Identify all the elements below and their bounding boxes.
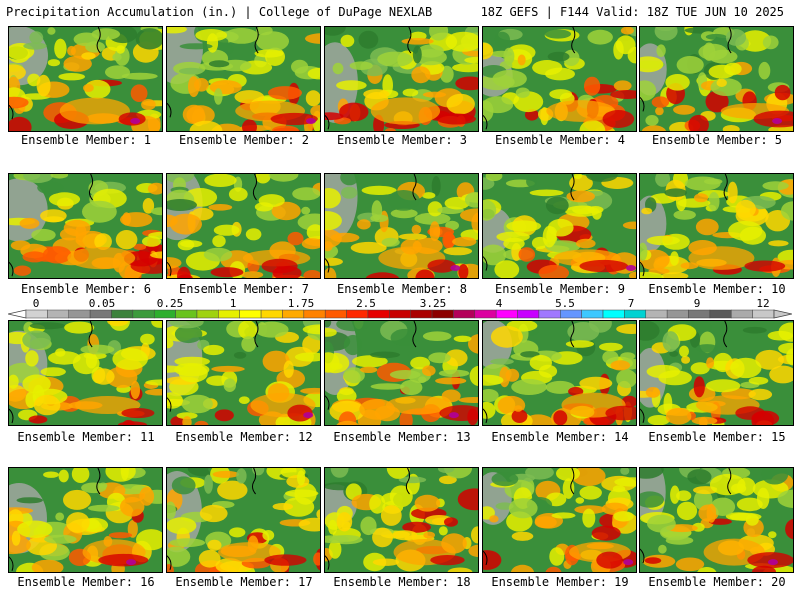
member-label: Ensemble Member: 4 [494,133,626,147]
member-label: Ensemble Member: 8 [336,282,468,296]
member-label: Ensemble Member: 12 [175,430,313,444]
member-label: Ensemble Member: 14 [491,430,629,444]
member-map-panel [482,320,637,426]
map-title: Precipitation Accumulation (in.) | Colle… [6,5,433,19]
member-label: Ensemble Member: 5 [651,133,783,147]
member-label: Ensemble Member: 15 [648,430,786,444]
colorbar-tick-label: 0 [32,297,40,310]
member-map-panel [482,173,637,279]
colorbar [8,309,792,319]
member-map-panel [639,467,794,573]
member-map-panel [8,467,163,573]
member-label: Ensemble Member: 18 [333,575,471,589]
member-label: Ensemble Member: 2 [178,133,310,147]
member-label: Ensemble Member: 20 [648,575,786,589]
member-label: Ensemble Member: 9 [494,282,626,296]
member-map-panel [166,26,321,132]
colorbar-tick-label: 7 [627,297,635,310]
colorbar-tick-label: 0.25 [156,297,184,310]
colorbar-tick-label: 9 [693,297,701,310]
member-map-panel [8,320,163,426]
member-label: Ensemble Member: 1 [20,133,152,147]
member-label: Ensemble Member: 11 [17,430,155,444]
member-map-panel [639,173,794,279]
member-label: Ensemble Member: 7 [178,282,310,296]
member-map-panel [482,467,637,573]
member-map-panel [639,26,794,132]
colorbar-tick-label: 1 [229,297,237,310]
member-map-panel [166,320,321,426]
member-map-panel [639,320,794,426]
member-label: Ensemble Member: 6 [20,282,152,296]
member-map-panel [166,467,321,573]
member-map-panel [8,26,163,132]
colorbar-tick-label: 3.25 [419,297,447,310]
member-label: Ensemble Member: 3 [336,133,468,147]
member-label: Ensemble Member: 17 [175,575,313,589]
member-map-panel [324,320,479,426]
member-label: Ensemble Member: 19 [491,575,629,589]
colorbar-tick-label: 12 [756,297,770,310]
colorbar-tick-label: 2.5 [356,297,376,310]
member-label: Ensemble Member: 16 [17,575,155,589]
member-map-panel [8,173,163,279]
colorbar-tick-label: 0.05 [88,297,116,310]
colorbar-tick-label: 4 [495,297,503,310]
colorbar-tick-label: 5.5 [555,297,575,310]
member-map-panel [324,467,479,573]
member-label: Ensemble Member: 10 [648,282,786,296]
member-map-panel [324,173,479,279]
member-map-panel [324,26,479,132]
member-label: Ensemble Member: 13 [333,430,471,444]
model-valid-time: 18Z GEFS | F144 Valid: 18Z TUE JUN 10 20… [480,5,784,19]
colorbar-tick-label: 1.75 [287,297,315,310]
member-map-panel [166,173,321,279]
member-map-panel [482,26,637,132]
